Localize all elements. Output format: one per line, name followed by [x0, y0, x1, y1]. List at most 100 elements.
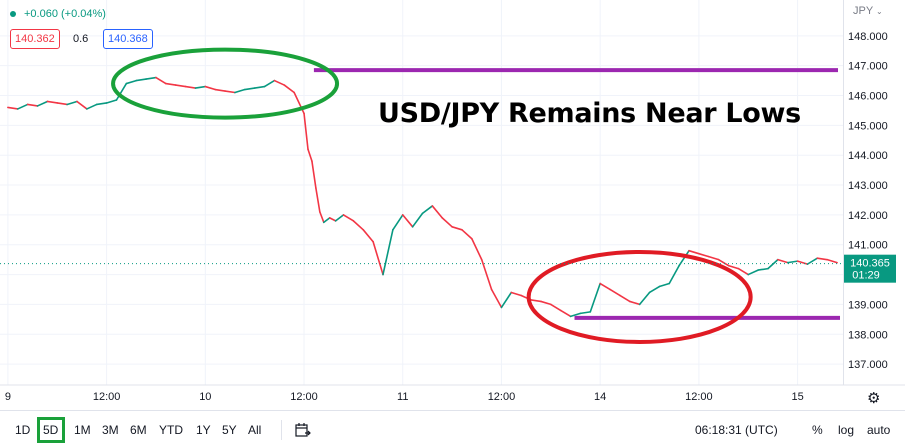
price-segment [315, 187, 321, 213]
price-segment [826, 258, 838, 264]
price-segment [619, 294, 631, 303]
x-tick-label: 12:00 [93, 391, 121, 403]
price-segment [319, 211, 325, 224]
price-segment [372, 240, 384, 276]
highlight-ellipse-bottom [526, 249, 753, 344]
timeframe-5d[interactable]: 5D [43, 423, 59, 437]
currency-selector[interactable]: JPY ⌄ [853, 5, 883, 17]
timeframe-6m[interactable]: 6M [130, 423, 147, 437]
price-segment [303, 112, 309, 151]
price-segment [334, 214, 345, 222]
price-segment [550, 303, 562, 312]
x-tick-label: 12:00 [488, 391, 516, 403]
price-segment [165, 82, 177, 86]
price-segment [510, 291, 522, 297]
price-segment [184, 85, 197, 89]
price-chart[interactable]: 137.000138.000139.000140.000141.000142.0… [0, 0, 905, 410]
price-segment [628, 300, 641, 306]
highlight-ellipse-top [111, 47, 340, 120]
price-segment [362, 229, 374, 243]
price-segment [698, 252, 710, 258]
price-segment [36, 100, 49, 107]
price-segment [471, 237, 483, 261]
y-tick-label: 147.000 [848, 61, 888, 73]
currency-label: JPY [853, 5, 873, 17]
price-segment [431, 205, 444, 219]
price-segment [307, 148, 313, 162]
price-segment [816, 257, 829, 261]
price-segment [16, 103, 29, 110]
y-tick-label: 142.000 [848, 210, 888, 222]
price-segment [105, 99, 118, 104]
price-segment [352, 220, 365, 231]
price-segment [401, 214, 414, 228]
bottom-toolbar: 1D 5D 1M 3M 6M YTD 1Y 5Y All 06:18:31 (U… [0, 410, 905, 447]
price-segment [311, 160, 317, 189]
price-segment [648, 285, 661, 294]
countdown-label: 01:29 [852, 270, 880, 282]
price-segment [263, 79, 276, 88]
sell-price-button[interactable]: 140.362 [10, 29, 60, 49]
timeframe-all[interactable]: All [248, 423, 262, 437]
price-axis[interactable] [843, 0, 905, 385]
price-segment [707, 255, 720, 261]
price-segment [135, 78, 147, 82]
price-segment [500, 291, 513, 309]
price-segment [273, 79, 286, 86]
price-segment [322, 217, 331, 224]
y-tick-label: 137.000 [848, 359, 888, 371]
price-segment [194, 85, 207, 89]
price-segment [559, 309, 572, 318]
price-segment [342, 214, 355, 222]
selected-timeframe-highlight [37, 417, 65, 443]
price-segment [145, 76, 157, 80]
price-segment [786, 260, 799, 264]
price-segment [174, 84, 187, 88]
price-segment [777, 258, 789, 264]
price-segment [253, 85, 266, 89]
price-segment [688, 249, 700, 255]
toolbar-divider [281, 420, 282, 440]
x-tick-label: 12:00 [685, 391, 713, 403]
price-segment [392, 214, 404, 231]
chart-area[interactable]: 137.000138.000139.000140.000141.000142.0… [0, 0, 905, 403]
y-tick-label: 144.000 [848, 150, 888, 162]
timeframe-ytd[interactable]: YTD [159, 423, 183, 437]
price-segment [490, 288, 503, 309]
price-segment [530, 299, 542, 303]
x-tick-label: 9 [5, 391, 11, 403]
gear-icon[interactable]: ⚙ [867, 390, 881, 407]
price-segment [796, 260, 809, 265]
x-tick-label: 14 [594, 391, 606, 403]
buy-price-button[interactable]: 140.368 [103, 29, 153, 49]
price-segment [668, 264, 680, 285]
price-segment [46, 100, 59, 104]
auto-toggle[interactable]: auto [867, 423, 891, 437]
x-tick-label: 12:00 [290, 391, 318, 403]
clock-utc[interactable]: 06:18:31 (UTC) [695, 423, 778, 437]
percent-toggle[interactable]: % [812, 423, 823, 437]
price-segment [95, 102, 108, 106]
price-segment [76, 100, 88, 110]
spread-value: 0.6 [73, 33, 89, 45]
chart-title: USD/JPY Remains Near Lows [378, 98, 801, 129]
price-segment [540, 300, 552, 306]
timeframe-5y[interactable]: 5Y [222, 423, 237, 437]
price-segment [717, 258, 730, 267]
status-dot-icon [10, 11, 16, 17]
price-segment [125, 79, 138, 85]
price-segment [214, 88, 226, 92]
log-toggle[interactable]: log [838, 423, 855, 437]
x-tick-label: 11 [397, 391, 408, 403]
timeframe-1d[interactable]: 1D [15, 423, 31, 437]
price-segment [569, 312, 582, 318]
price-segment [461, 229, 473, 240]
price-segment [480, 258, 493, 291]
price-segment [806, 257, 819, 265]
y-tick-label: 141.000 [848, 240, 888, 252]
calendar-range-icon[interactable] [295, 423, 311, 437]
timeframe-1m[interactable]: 1M [74, 423, 91, 437]
timeframe-3m[interactable]: 3M [102, 423, 119, 437]
timeframe-1y[interactable]: 1Y [196, 423, 211, 437]
price-segment [678, 249, 690, 267]
